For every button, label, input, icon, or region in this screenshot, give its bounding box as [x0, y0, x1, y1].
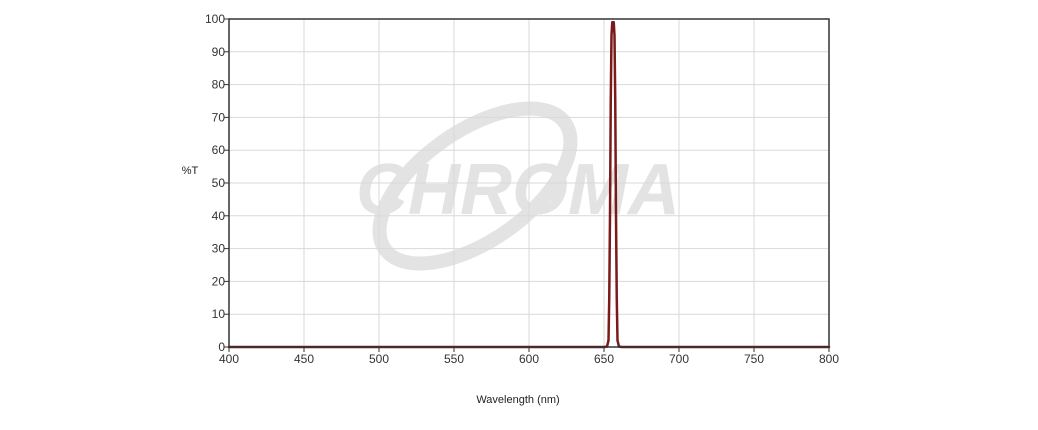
x-tick-label: 500 — [369, 352, 389, 366]
y-tick-label: 80 — [212, 78, 226, 92]
y-tick-label: 90 — [212, 45, 226, 59]
x-tick-label: 700 — [669, 352, 689, 366]
x-tick-label: 750 — [744, 352, 764, 366]
y-axis-ticks: 0 10 20 30 40 50 60 70 80 90 100 — [205, 12, 229, 354]
y-tick-label: 0 — [218, 340, 225, 354]
x-axis-ticks: 400 450 500 550 600 650 700 750 800 — [219, 347, 839, 366]
y-tick-label: 100 — [205, 12, 225, 26]
y-tick-label: 40 — [212, 209, 226, 223]
x-tick-label: 550 — [444, 352, 464, 366]
chart-grid — [228, 18, 830, 348]
chart-series — [227, 21, 831, 349]
y-axis-title: %T — [182, 165, 199, 177]
x-tick-label: 650 — [594, 352, 614, 366]
transmission-series-line — [227, 21, 831, 349]
y-tick-label: 10 — [212, 307, 226, 321]
x-axis-title: Wavelength (nm) — [476, 394, 559, 406]
y-tick-label: 70 — [212, 110, 226, 124]
watermark-text: CHROMA — [356, 150, 680, 230]
chroma-watermark-logo: CHROMA — [356, 101, 680, 271]
y-tick-label: 60 — [212, 143, 226, 157]
y-tick-label: 20 — [212, 274, 226, 288]
y-tick-label: 30 — [212, 242, 226, 256]
x-tick-label: 800 — [819, 352, 839, 366]
x-tick-label: 450 — [294, 352, 314, 366]
x-tick-label: 400 — [219, 352, 239, 366]
x-tick-label: 600 — [519, 352, 539, 366]
y-tick-label: 50 — [212, 176, 226, 190]
